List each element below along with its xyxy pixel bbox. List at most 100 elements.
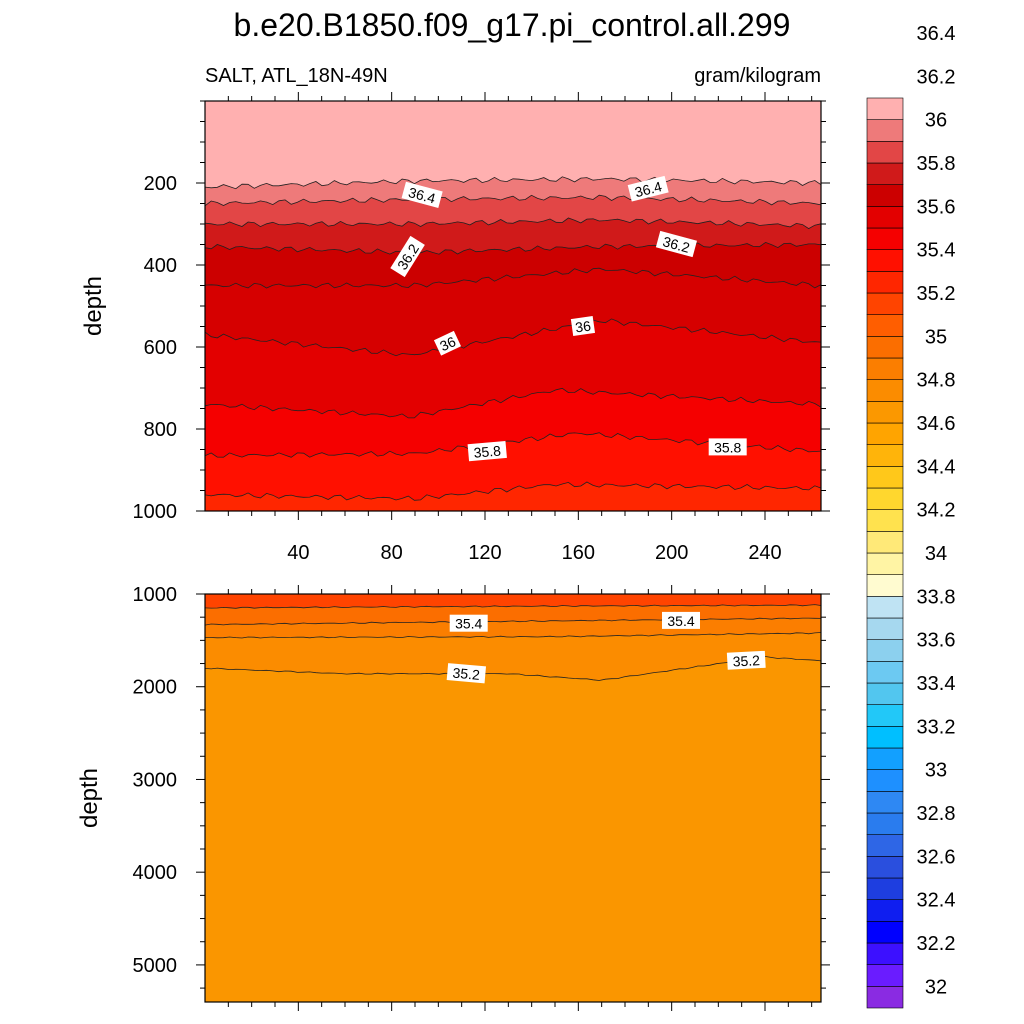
x-tick-label: 40: [287, 542, 309, 564]
upper-contour-line: [204, 194, 822, 207]
contour-label-box: [390, 235, 425, 278]
colorbar-swatch: [866, 574, 904, 597]
colorbar-swatch: [866, 877, 904, 900]
colorbar-swatch: [866, 834, 904, 857]
upper-contour-line: [204, 481, 822, 501]
contour-label-box: [662, 611, 700, 629]
colorbar-swatch: [866, 921, 904, 944]
colorbar-label: 34.8: [917, 370, 956, 392]
colorbar-swatch: [866, 552, 904, 575]
colorbar-swatch: [866, 97, 904, 120]
colorbar-swatch: [866, 487, 904, 510]
lower-contour-label: 35.2: [446, 663, 487, 684]
y-tick-label: 400: [144, 255, 177, 277]
x-tick-label: 80: [381, 542, 403, 564]
x-tick-label: 240: [748, 542, 781, 564]
colorbar-label: 35.8: [917, 153, 956, 175]
colorbar-label: 36.2: [917, 66, 956, 88]
colorbar-label: 34.2: [917, 500, 956, 522]
colorbar-swatch: [866, 466, 904, 489]
colorbar-label: 34.6: [917, 413, 956, 435]
colorbar-label: 32: [925, 976, 947, 998]
upper-variable-label: SALT, ATL_18N-49N: [205, 65, 388, 87]
upper-contour-label: 35.8: [708, 438, 747, 456]
colorbar-label: 35: [925, 326, 947, 348]
colorbar-label: 35.4: [917, 240, 956, 262]
colorbar-swatch: [866, 899, 904, 922]
contour-label-box: [449, 614, 488, 632]
upper-fill-band: [204, 100, 822, 190]
lower-contour-label: 35.2: [726, 650, 766, 670]
x-tick-label: 200: [655, 542, 688, 564]
contour-label-box: [401, 181, 443, 208]
colorbar-swatch: [866, 314, 904, 337]
colorbar-label: 34: [925, 543, 947, 565]
colorbar-swatch: [866, 119, 904, 142]
upper-contour-label: 36: [570, 316, 596, 336]
lower-contour-label: 35.4: [449, 614, 488, 632]
upper-contour-label: 35.8: [467, 440, 507, 462]
colorbar-swatch: [866, 422, 904, 445]
colorbar-swatch: [866, 227, 904, 250]
lower-plot-frame: [204, 593, 822, 1003]
colorbar-swatch: [866, 357, 904, 380]
contour-label-text: 36.4: [633, 178, 664, 200]
y-tick-label: 4000: [133, 862, 178, 884]
upper-contour-line: [204, 217, 822, 230]
upper-panel: 40 80 120 160 200 240 200 400 600 800 1000 36.4 36.…: [80, 92, 830, 564]
contour-label-text: 35.2: [732, 652, 760, 669]
colorbar-swatch: [866, 661, 904, 684]
contour-label-text: 36.2: [661, 233, 692, 256]
upper-y-axis-title: depth: [80, 276, 107, 336]
colorbar: 32 32.2 32.4 32.6 32.8 33 33.2 33.4 33.6 33.8 34 34…: [866, 23, 956, 1009]
colorbar-label: 35.2: [917, 283, 956, 305]
colorbar-label: 32.4: [917, 890, 956, 912]
colorbar-label: 34.4: [917, 456, 956, 478]
colorbar-swatch: [866, 747, 904, 770]
colorbar-swatch: [866, 617, 904, 640]
upper-contour-label: 36.4: [627, 175, 669, 202]
colorbar-label: 35.6: [917, 196, 956, 218]
colorbar-swatch: [866, 964, 904, 987]
upper-contour-line: [204, 241, 822, 255]
contour-label-text: 35.4: [455, 616, 482, 632]
contour-label-text: 35.8: [714, 439, 741, 455]
colorbar-swatch: [866, 271, 904, 294]
lower-contour-label: 35.4: [662, 611, 700, 629]
colorbar-swatch: [866, 791, 904, 814]
contour-label-text: 35.2: [452, 665, 481, 683]
colorbar-swatch: [866, 769, 904, 792]
colorbar-swatch: [866, 336, 904, 359]
colorbar-label: 32.2: [917, 933, 956, 955]
colorbar-swatch: [866, 986, 904, 1009]
y-tick-label: 3000: [133, 769, 178, 791]
y-tick-label: 800: [144, 419, 177, 441]
lower-contour-line: [204, 617, 822, 626]
lower-fill-band: [204, 656, 822, 1003]
y-tick-label: 5000: [133, 955, 178, 977]
y-tick-label: 200: [144, 173, 177, 195]
colorbar-swatch: [866, 942, 904, 965]
contour-label-box: [708, 438, 747, 456]
colorbar-swatch: [866, 812, 904, 835]
contour-label-box: [627, 175, 669, 202]
colorbar-swatch: [866, 249, 904, 272]
contour-label-text: 35.4: [667, 613, 694, 629]
y-tick-label: 600: [144, 337, 177, 359]
colorbar-swatch: [866, 639, 904, 662]
x-tick-label: 160: [562, 542, 595, 564]
y-tick-label: 1000: [133, 501, 178, 523]
lower-panel: 1000 2000 3000 4000 5000 35.4 35.4 35.2 35.2 de…: [76, 584, 830, 1011]
lower-contour-line: [204, 656, 822, 681]
colorbar-swatch: [866, 444, 904, 467]
x-tick-label: 120: [468, 542, 501, 564]
colorbar-label: 33.4: [917, 673, 956, 695]
colorbar-swatch: [866, 379, 904, 402]
colorbar-label: 33.8: [917, 586, 956, 608]
colorbar-swatch: [866, 531, 904, 554]
lower-y-axis-title: depth: [76, 768, 103, 828]
colorbar-label: 33.6: [917, 630, 956, 652]
contour-label-box: [467, 440, 507, 462]
upper-units-label: gram/kilogram: [694, 65, 821, 87]
